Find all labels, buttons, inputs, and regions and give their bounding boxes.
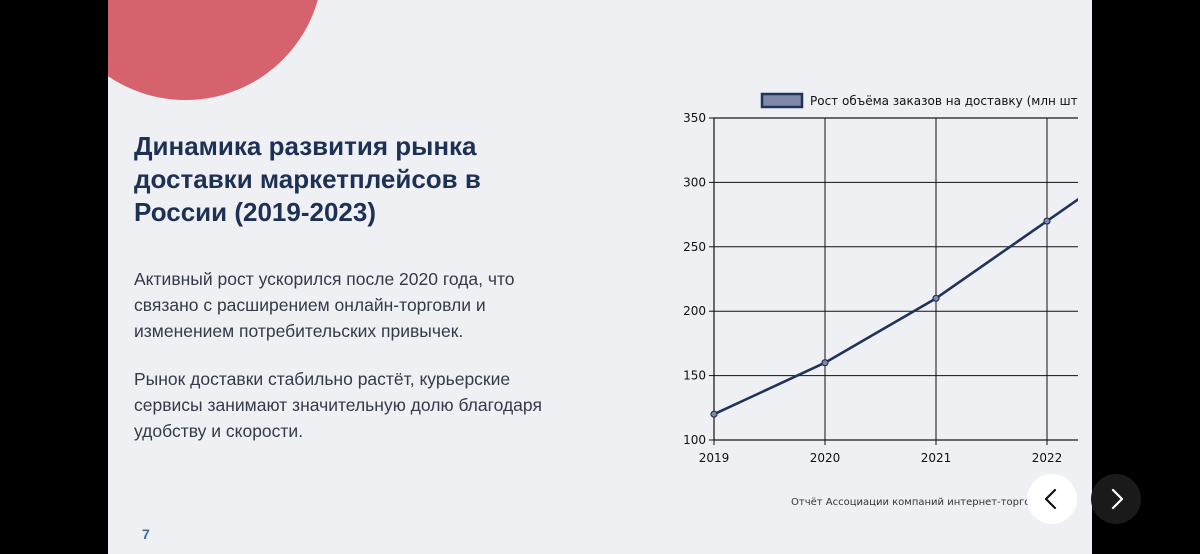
decorative-circle — [108, 0, 323, 100]
paragraph-growth: Активный рост ускорился после 2020 года,… — [134, 269, 515, 341]
y-tick-label: 150 — [683, 369, 706, 383]
y-tick-label: 100 — [683, 433, 706, 447]
x-tick-label: 2020 — [810, 451, 841, 465]
slide-title: Динамика развития рынка доставки маркетп… — [134, 131, 481, 227]
y-tick-label: 350 — [683, 111, 706, 125]
chevron-left-icon — [1044, 488, 1057, 510]
paragraph-delivery: Рынок доставки стабильно растёт, курьерс… — [134, 369, 542, 441]
y-tick-label: 200 — [683, 304, 706, 318]
next-slide-button[interactable] — [1091, 474, 1141, 524]
y-tick-label: 250 — [683, 240, 706, 254]
x-tick-label: 2022 — [1032, 451, 1063, 465]
page-number: 7 — [142, 526, 150, 542]
legend-swatch — [760, 92, 804, 109]
x-tick-label: 2021 — [921, 451, 952, 465]
slide: Динамика развития рынка доставки маркетп… — [108, 0, 1092, 554]
series-line — [713, 197, 1078, 416]
data-point — [821, 359, 829, 367]
previous-slide-button[interactable] — [1027, 474, 1077, 524]
data-point — [710, 410, 718, 418]
chevron-right-icon — [1111, 488, 1124, 510]
source-note: Отчёт Ассоциации компаний интернет-торго… — [791, 497, 1031, 508]
line-chart: 10015020025030035020192020202120222023Ро… — [683, 92, 1078, 465]
y-tick-label: 300 — [683, 175, 706, 189]
plot-frame — [713, 117, 1078, 441]
legend-label: Рост объёма заказов на доставку (млн шт.… — [810, 94, 1078, 108]
data-point — [1043, 217, 1051, 225]
data-point — [932, 294, 940, 302]
x-tick-label: 2019 — [699, 451, 730, 465]
